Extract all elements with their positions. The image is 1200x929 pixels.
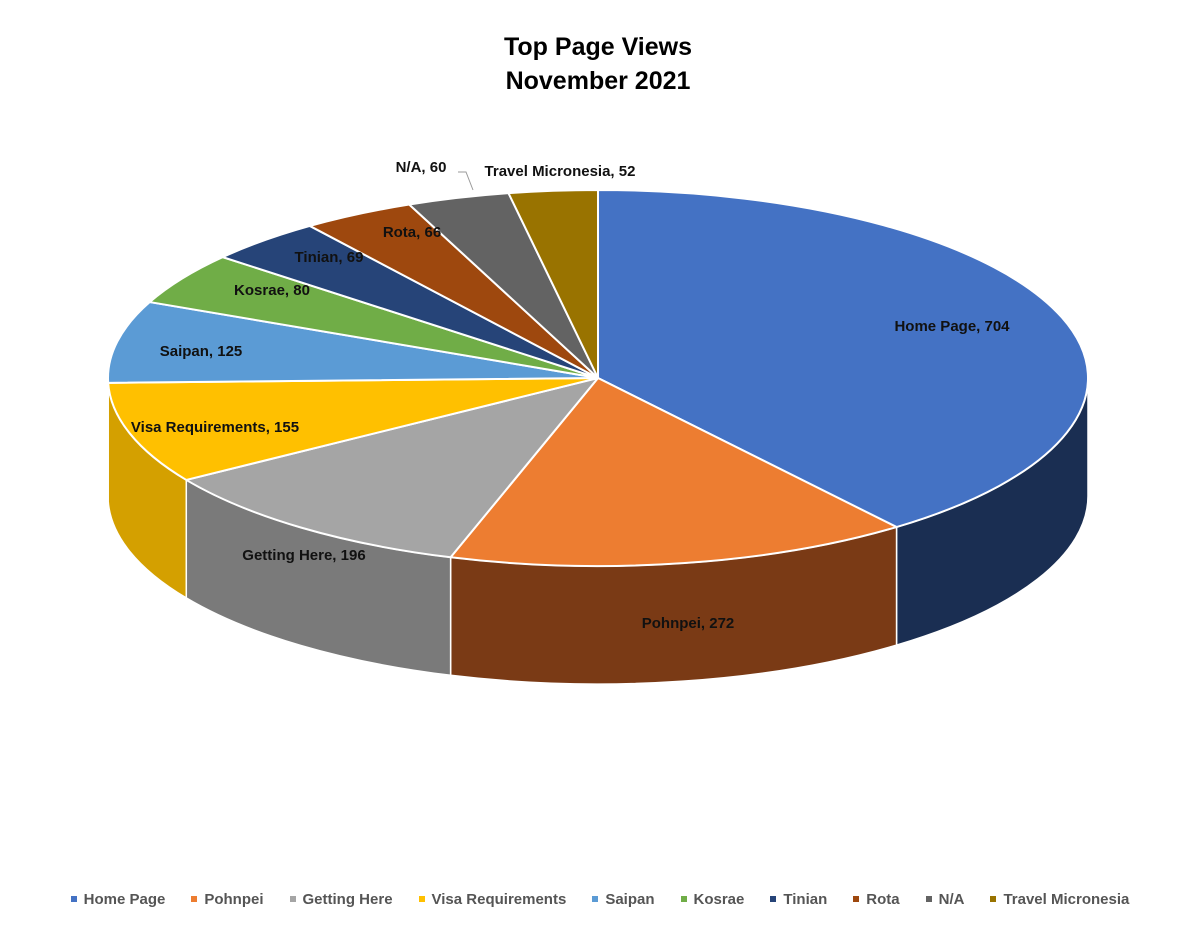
data-label-saipan: Saipan, 125 [160, 343, 243, 360]
legend-swatch [680, 896, 687, 902]
legend-label: Getting Here [302, 890, 393, 908]
legend-swatch [592, 896, 599, 902]
pie-slice-saipan [107, 301, 599, 384]
legend-swatch [925, 896, 932, 902]
legend-label: Kosrae [693, 890, 745, 908]
data-label-home-page: Home Page, 704 [894, 318, 1010, 335]
legend-item-visa-requirements: Visa Requirements [418, 890, 567, 908]
legend-item-n-a: N/A [925, 890, 965, 908]
legend-item-pohnpei: Pohnpei [191, 890, 264, 908]
legend-label: Visa Requirements [431, 890, 567, 908]
legend-item-kosrae: Kosrae [680, 890, 745, 908]
legend-swatch [418, 896, 425, 902]
legend-swatch [70, 896, 77, 902]
legend-item-travel-micronesia: Travel Micronesia [990, 891, 1129, 908]
legend-label: Pohnpei [204, 890, 264, 908]
legend-label: Rota [866, 890, 900, 908]
pie-slice-home-page [597, 189, 1089, 529]
na-leader-line [458, 171, 474, 191]
pie-slice-visa-requirements [107, 377, 599, 481]
legend-swatch [770, 896, 777, 902]
chart-title: Top Page Views November 2021 [0, 30, 1196, 98]
legend-item-rota: Rota [853, 890, 900, 908]
data-label-tinian: Tinian, 69 [295, 249, 364, 266]
pie-sides [107, 377, 1089, 685]
legend-item-getting-here: Getting Here [289, 890, 393, 908]
legend-label: Tinian [783, 890, 828, 908]
data-label-visa-requirements: Visa Requirements, 155 [131, 419, 299, 436]
chart-subtitle: November 2021 [505, 67, 691, 95]
data-label-pohnpei: Pohnpei, 272 [642, 615, 735, 632]
legend-item-tinian: Tinian [770, 891, 827, 908]
pie-slice-pohnpei [449, 377, 898, 567]
legend: Home Page Pohnpei Getting Here Visa Require… [0, 887, 1200, 911]
data-label-rota: Rota, 66 [383, 224, 441, 241]
legend-item-saipan: Saipan [592, 890, 655, 908]
data-label-kosrae: Kosrae, 80 [234, 282, 310, 299]
pie-slice-travel-micronesia [507, 189, 599, 379]
legend-label: Travel Micronesia [1003, 890, 1130, 908]
legend-swatch [191, 896, 198, 902]
pie-tops [107, 189, 1089, 567]
legend-label: N/A [938, 890, 965, 908]
data-label-travel-micronesia: Travel Micronesia, 52 [485, 163, 636, 180]
legend-swatch [990, 896, 997, 902]
pie-slice-getting-here [185, 377, 599, 559]
legend-swatch [289, 896, 296, 902]
legend-label: Home Page [83, 890, 166, 908]
legend-label: Saipan [605, 890, 655, 908]
legend-item-home-page: Home Page [70, 890, 166, 908]
data-label-getting-here: Getting Here, 196 [242, 547, 365, 564]
pie-labels: Home Page, 704 Pohnpei, 272 Getting Here, … [131, 159, 1010, 632]
data-label-n-a: N/A, 60 [396, 159, 447, 176]
legend-swatch [853, 896, 860, 902]
chart-title-line: Top Page Views [503, 33, 693, 61]
